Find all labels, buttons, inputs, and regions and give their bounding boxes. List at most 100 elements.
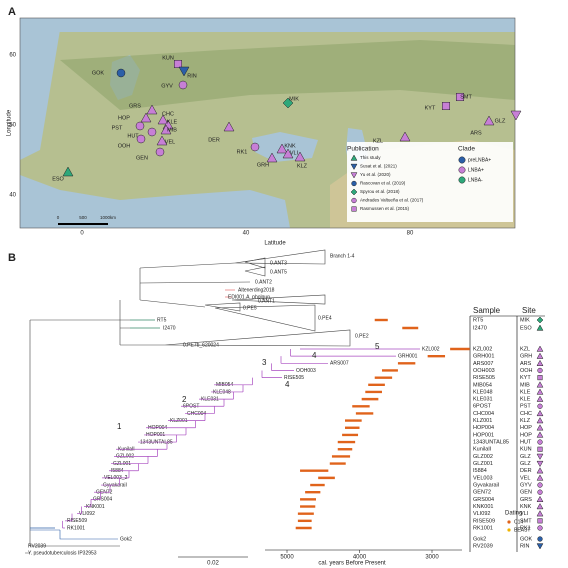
marker	[282, 97, 294, 109]
scale-label: 500	[79, 215, 87, 220]
marker	[223, 121, 235, 132]
site-label: RK1	[237, 149, 248, 155]
tree-label: 0.ANT1	[258, 298, 275, 304]
sample-name: RT5	[473, 317, 483, 323]
marker	[536, 424, 544, 431]
collapsed-clade	[164, 329, 351, 347]
site-label: KLE	[167, 119, 178, 125]
sample-name: RV2039	[473, 543, 493, 549]
marker	[536, 324, 544, 331]
clade-number: 3	[262, 358, 267, 367]
marker	[536, 395, 544, 402]
tree-label: 0.ANT2	[255, 279, 272, 285]
site-name: GLZ	[520, 454, 531, 460]
sample-name: VEL003	[473, 475, 493, 481]
marker	[250, 142, 260, 152]
panel-label: B	[8, 252, 16, 264]
tree-label: 0.PE4	[318, 315, 332, 321]
sample-name: KZL002	[473, 346, 492, 352]
sample-name: MIB054	[473, 382, 492, 388]
tree-label: 0.ANT3	[270, 260, 287, 266]
marker	[537, 518, 543, 524]
x-tick-label: 5000	[280, 555, 294, 561]
marker	[294, 151, 306, 162]
marker	[536, 460, 544, 468]
marker	[536, 495, 544, 503]
sample-name: CHC004	[473, 411, 494, 417]
legend-dot	[507, 520, 511, 524]
site-label: RIN	[187, 73, 197, 79]
branches	[25, 262, 251, 554]
tree-label: I2470	[163, 325, 176, 331]
marker	[536, 503, 544, 510]
sample-name: VLI092	[473, 511, 490, 517]
site-name: HOP	[520, 432, 532, 438]
tree-label: RV2039	[28, 543, 46, 549]
site-label: SMT	[460, 94, 472, 100]
clade-number: 1	[117, 422, 122, 431]
clade-number: 2	[182, 395, 187, 404]
marker	[147, 127, 157, 137]
x-tick-label: 4000	[353, 555, 367, 561]
site-name: CHC	[520, 411, 532, 417]
marker	[536, 409, 544, 417]
collapsed-clade	[234, 249, 326, 265]
marker	[282, 148, 294, 159]
site-label: HUT	[127, 133, 139, 139]
marker	[157, 114, 169, 125]
site-name: GRH	[520, 354, 532, 360]
marker	[536, 388, 544, 395]
marker	[536, 352, 544, 359]
collapsed-clade	[244, 257, 266, 269]
marker	[537, 489, 543, 495]
site-label: KLZ	[297, 163, 308, 169]
sample-name: KLZ001	[473, 418, 492, 424]
marker	[458, 156, 466, 164]
marker	[350, 172, 358, 179]
sample-name: GRH001	[473, 354, 494, 360]
sample-name: 6POST	[473, 404, 492, 410]
marker	[536, 417, 544, 424]
column-header: Site	[522, 306, 536, 315]
site-label: GLZ	[495, 118, 506, 124]
marker	[536, 431, 544, 438]
marker	[351, 180, 357, 187]
marker	[351, 206, 357, 212]
sample-name: OOH003	[473, 368, 495, 374]
legend-label: preLNBA+	[468, 157, 491, 163]
legend-label: This study	[360, 155, 381, 160]
sample-name: GyvakaraiI	[473, 482, 500, 488]
site-name: GEN	[520, 490, 532, 496]
scale-label: 0	[57, 215, 60, 220]
marker	[62, 166, 74, 177]
site-name: KLE	[520, 389, 531, 395]
collapsed-clade	[204, 302, 241, 312]
marker	[456, 93, 464, 101]
collapsed-clade	[214, 304, 316, 332]
map-frame	[19, 17, 516, 229]
sample-name: ARS007	[473, 361, 494, 367]
marker	[537, 482, 543, 488]
tree-label: Y. pseudotuberculosis IP32953	[28, 550, 97, 556]
marker	[537, 525, 543, 531]
tree-label: Branch 1-4	[330, 253, 355, 259]
collapsed-clade	[244, 266, 266, 277]
branches	[130, 319, 160, 329]
legend-box	[347, 142, 513, 222]
clade-number: 4	[312, 351, 317, 360]
site-name: ESO	[520, 325, 532, 331]
sample-name: GLZ001	[473, 461, 493, 467]
dating-axis-title: cal. years Before Present	[318, 561, 386, 567]
y-axis-title: Longitude	[7, 109, 13, 136]
tree-upper	[25, 249, 351, 554]
tree-label: RISE509	[67, 518, 87, 524]
marker	[536, 381, 544, 388]
site-label: MIB	[167, 127, 177, 133]
marker	[350, 188, 358, 196]
legend-title: Clade	[458, 146, 475, 153]
legend-label: LNBA-	[468, 177, 483, 183]
site-label: CHC	[162, 111, 174, 117]
site-name: MIK	[520, 317, 530, 323]
sample-name: RK1001	[473, 525, 493, 531]
